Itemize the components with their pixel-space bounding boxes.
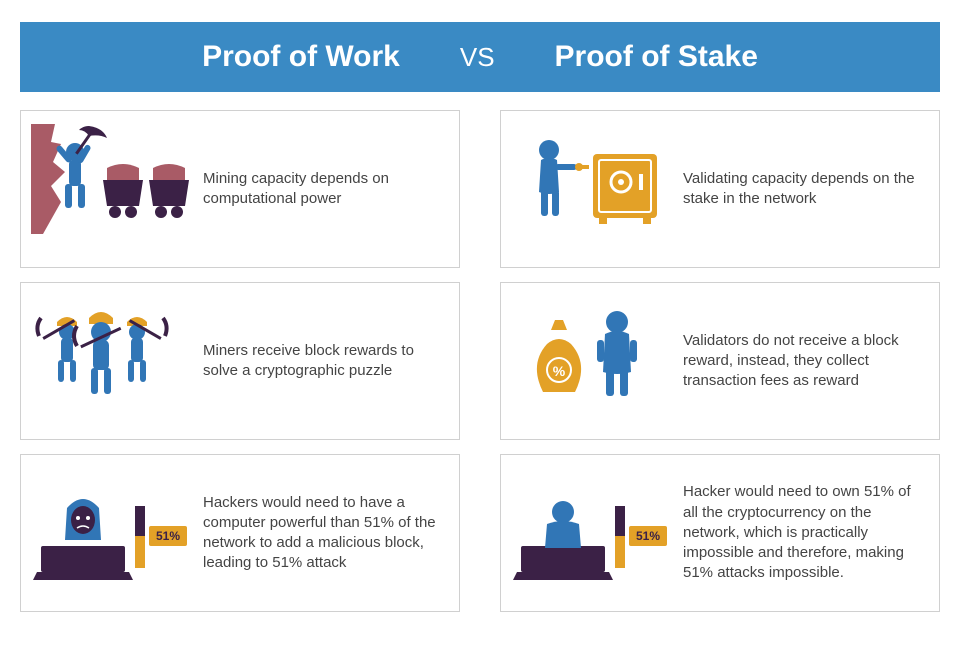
card-pos-fees: % Validators do not receive a block rewa…: [500, 282, 940, 440]
header-left: Proof of Work: [202, 40, 400, 74]
card-text: Validating capacity depends on the stake…: [683, 169, 925, 210]
fees-icon: %: [511, 293, 671, 429]
validator-safe-icon: [511, 121, 671, 257]
card-pow-attack: 51% Hackers would need to have a compute…: [20, 454, 460, 612]
badge-text-svg: 51%: [156, 529, 180, 543]
card-pow-mining: Mining capacity depends on computational…: [20, 110, 460, 268]
card-text: Hackers would need to have a computer po…: [203, 493, 445, 574]
miner-icon: [31, 121, 191, 257]
hacker-stake-icon: 51%: [511, 465, 671, 601]
card-text: Hacker would need to own 51% of all the …: [683, 482, 925, 583]
miners-icon: [31, 293, 191, 429]
header-bar: Proof of Work VS Proof of Stake: [20, 22, 940, 92]
header-right: Proof of Stake: [555, 40, 758, 74]
card-pos-attack: 51% Hacker would need to own 51% of all …: [500, 454, 940, 612]
card-pos-validating: Validating capacity depends on the stake…: [500, 110, 940, 268]
svg-text:%: %: [553, 363, 566, 379]
card-text: Mining capacity depends on computational…: [203, 169, 445, 210]
badge-text-svg: 51%: [636, 529, 660, 543]
hacker-icon: 51%: [31, 465, 191, 601]
header-vs: VS: [460, 42, 495, 73]
card-text: Miners receive block rewards to solve a …: [203, 341, 445, 382]
card-pow-rewards: Miners receive block rewards to solve a …: [20, 282, 460, 440]
comparison-grid: Mining capacity depends on computational…: [0, 110, 960, 612]
card-text: Validators do not receive a block reward…: [683, 331, 925, 392]
